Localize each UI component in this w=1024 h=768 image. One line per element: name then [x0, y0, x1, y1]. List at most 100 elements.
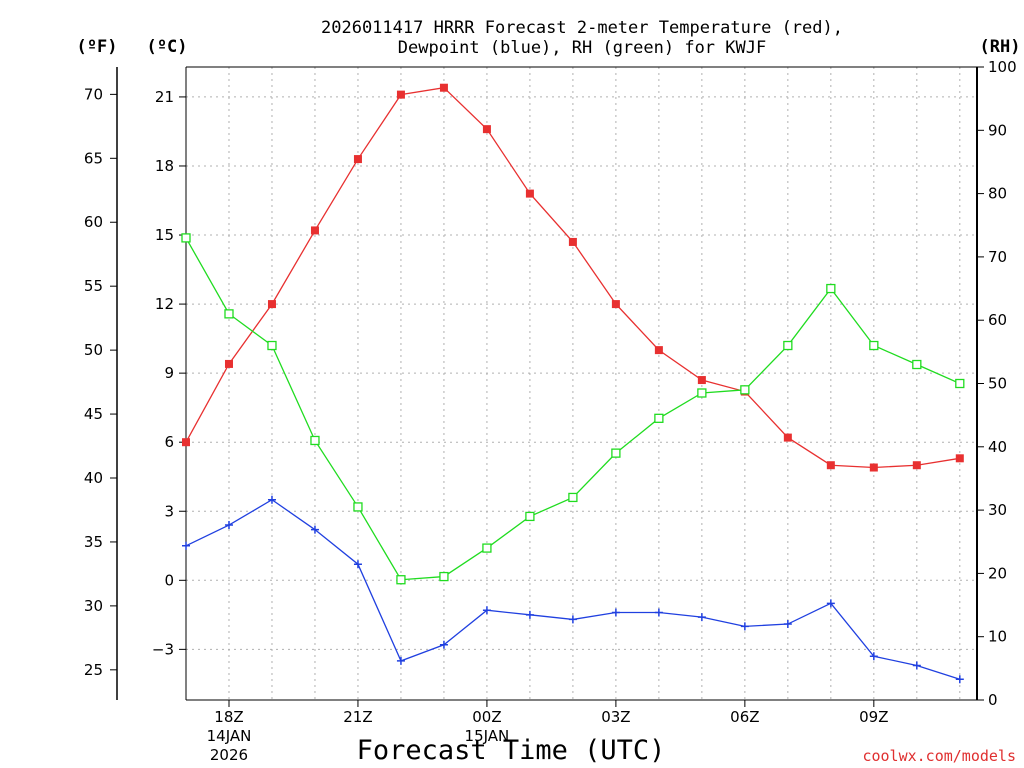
rh-point [396, 575, 406, 585]
fahrenheit-tick-label: 60 [84, 213, 103, 231]
dewpoint-point [267, 495, 276, 504]
rh-tick-label: 40 [988, 438, 1007, 456]
celsius-tick-label: 0 [164, 571, 174, 589]
temperature-point [912, 461, 921, 470]
rh-tick-label: 10 [988, 628, 1007, 646]
rh-point [439, 571, 449, 582]
temperature-point [654, 346, 663, 355]
rh-point [611, 448, 621, 458]
dewpoint-point [182, 541, 190, 550]
x-tick-date-label: 14JAN [207, 727, 252, 745]
dewpoint-point [396, 656, 405, 665]
fahrenheit-tick-label: 70 [84, 85, 103, 103]
celsius-tick-label: 9 [164, 364, 174, 382]
dewpoint-point [310, 525, 319, 534]
x-tick-label: 09Z [859, 708, 888, 726]
rh-point [826, 283, 836, 294]
fahrenheit-tick-label: 45 [84, 405, 103, 423]
celsius-tick-label: 15 [155, 226, 174, 244]
x-axis-label: Forecast Time (UTC) [357, 735, 666, 766]
x-tick-label: 03Z [601, 708, 630, 726]
dewpoint-point [439, 640, 448, 649]
dewpoint-point [912, 661, 921, 670]
temperature-point [611, 300, 620, 309]
rh-tick-label: 70 [988, 248, 1007, 266]
rh-tick-label: 20 [988, 564, 1007, 582]
temperature-point [396, 90, 405, 99]
chart-title-line1: 2026011417 HRRR Forecast 2-meter Tempera… [321, 18, 843, 38]
dewpoint-point [955, 675, 964, 684]
temperature-point [869, 463, 878, 472]
celsius-tick-label: 18 [155, 157, 174, 175]
celsius-tick-label: −3 [152, 640, 174, 658]
rh-point [783, 340, 793, 351]
rh-point [654, 413, 664, 423]
temperature-point [182, 438, 190, 447]
rh-point [482, 543, 492, 553]
temperature-point [439, 83, 448, 92]
temperature-point [224, 359, 233, 368]
fahrenheit-tick-label: 50 [84, 341, 103, 359]
celsius-tick-label: 6 [164, 433, 174, 451]
x-tick-date-label: 15JAN [465, 727, 510, 745]
rh-point [740, 385, 750, 395]
rh-tick-label: 60 [988, 311, 1007, 329]
temperature-point [267, 300, 276, 309]
fahrenheit-tick-label: 30 [84, 597, 103, 615]
fahrenheit-tick-label: 55 [84, 277, 103, 295]
tick-marks: 70656055504540353025211815129630−3010203… [84, 58, 1017, 764]
dewpoint-point [224, 521, 233, 530]
rh-point [525, 511, 535, 522]
temperature-point [525, 189, 534, 198]
temperature-point [783, 433, 792, 442]
dewpoint-point [740, 622, 749, 631]
x-tick-label: 18Z [214, 708, 243, 726]
dewpoint-point [697, 613, 706, 622]
rh-point [353, 502, 363, 512]
rh-tick-label: 100 [988, 58, 1017, 76]
dewpoint-point [783, 620, 792, 629]
temperature-point [826, 461, 835, 470]
temperature-point [353, 155, 362, 164]
celsius-tick-label: 21 [155, 88, 174, 106]
temperature-point [955, 454, 964, 463]
rh-tick-label: 50 [988, 375, 1007, 393]
dewpoint-point [482, 606, 491, 615]
dewpoint-point [353, 560, 362, 569]
dewpoint-point [826, 599, 835, 608]
x-tick-label: 06Z [730, 708, 759, 726]
rh-point [181, 233, 191, 243]
data-series [181, 83, 965, 684]
rh-point [568, 492, 578, 503]
dewpoint-point [568, 615, 577, 624]
fahrenheit-tick-label: 40 [84, 469, 103, 487]
chart-title-line2: Dewpoint (blue), RH (green) for KWJF [398, 38, 766, 58]
celsius-tick-label: 12 [155, 295, 174, 313]
fahrenheit-tick-label: 65 [84, 149, 103, 167]
x-tick-label: 21Z [343, 708, 372, 726]
rh-point [697, 388, 707, 398]
temperature-point [697, 376, 706, 385]
dewpoint-point [654, 608, 663, 617]
temperature-point [568, 237, 577, 246]
rh-point [267, 340, 277, 351]
dewpoint-point [869, 652, 878, 661]
rh-point [955, 378, 965, 389]
rh-tick-label: 0 [988, 691, 998, 709]
fahrenheit-tick-label: 35 [84, 533, 103, 551]
temperature-point [310, 226, 319, 235]
dewpoint-point [611, 608, 620, 617]
credit-text: coolwx.com/models [862, 747, 1016, 765]
rh-tick-label: 90 [988, 121, 1007, 139]
rh-point [310, 435, 320, 446]
fahrenheit-tick-label: 25 [84, 661, 103, 679]
rh-point [912, 359, 922, 370]
celsius-unit-label: (ºC) [147, 37, 188, 57]
x-tick-year-label: 2026 [210, 746, 248, 764]
celsius-tick-label: 3 [164, 502, 174, 520]
x-tick-label: 00Z [472, 708, 501, 726]
rh-unit-label: (RH) [980, 37, 1021, 57]
dewpoint-point [525, 610, 534, 619]
